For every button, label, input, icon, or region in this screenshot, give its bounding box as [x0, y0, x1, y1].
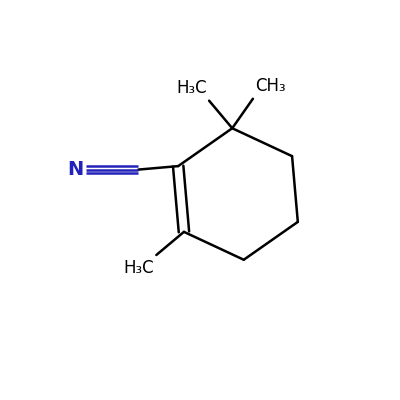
Text: CH₃: CH₃ [255, 77, 286, 95]
Text: H₃C: H₃C [176, 79, 207, 97]
Text: H₃C: H₃C [124, 259, 154, 277]
Text: N: N [68, 160, 84, 179]
